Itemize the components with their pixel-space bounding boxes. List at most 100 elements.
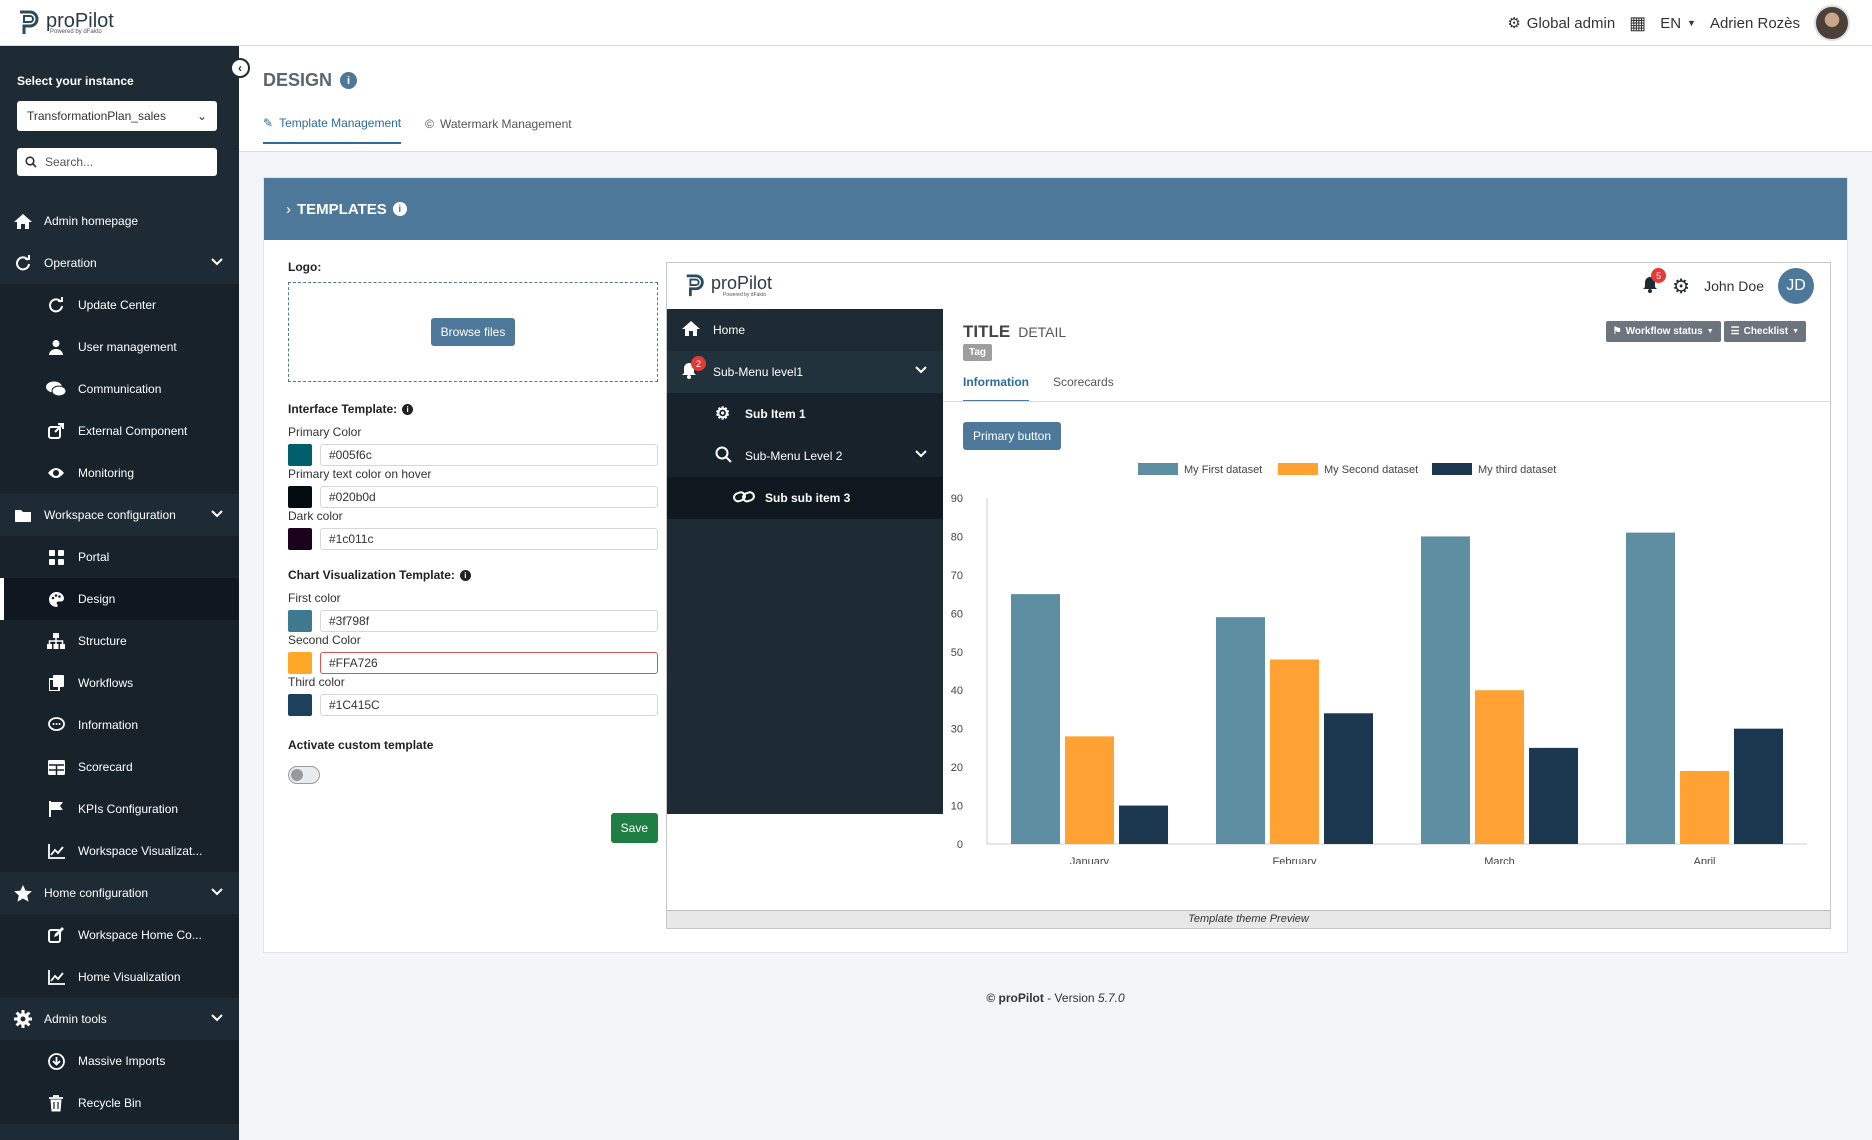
browse-files-button[interactable]: Browse files	[430, 318, 516, 346]
first-color-input[interactable]: #3f798f	[320, 610, 658, 632]
preview-tab-information[interactable]: Information	[963, 375, 1029, 402]
workflow-status-button[interactable]: ⚑ Workflow status ▼	[1605, 321, 1721, 342]
sidebar-item-label: Workspace Home Co...	[78, 928, 202, 942]
primary-color-swatch[interactable]	[288, 444, 312, 466]
brand-logo[interactable]: proPilot Powered by dFakto	[16, 8, 114, 38]
hover-color-input[interactable]: #020b0d	[320, 486, 658, 508]
table-icon	[46, 759, 66, 775]
dark-color-input[interactable]: #1c011c	[320, 528, 658, 550]
save-button[interactable]: Save	[610, 813, 658, 843]
language-selector[interactable]: EN ▼	[1660, 15, 1696, 32]
legend-swatch	[1278, 463, 1318, 475]
preview-avatar[interactable]: JD	[1778, 268, 1814, 304]
bar-my-second-dataset-april	[1680, 770, 1729, 844]
notification-bell[interactable]: 5	[1642, 268, 1667, 296]
instance-select[interactable]: TransformationPlan_sales ⌄	[17, 101, 217, 131]
primary-button[interactable]: Primary button	[963, 422, 1062, 450]
sidebar-item-scorecard[interactable]: Scorecard	[0, 746, 239, 788]
tab-template-management[interactable]: ✎ Template Management	[263, 116, 402, 144]
sidebar-item-label: Information	[78, 718, 139, 732]
menu-label: Sub Item 1	[745, 407, 806, 421]
sidebar-item-kpis-configuration[interactable]: KPIs Configuration	[0, 788, 239, 830]
sidebar-item-operation[interactable]: Operation	[0, 242, 239, 284]
sidebar-item-admin-tools[interactable]: Admin tools	[0, 998, 239, 1040]
second-color-input[interactable]: #FFA726	[320, 652, 658, 674]
user-name[interactable]: Adrien Rozès	[1709, 14, 1800, 32]
menu-badge: 2	[691, 356, 706, 371]
sidebar-item-workspace-configuration[interactable]: Workspace configuration	[0, 494, 239, 536]
sidebar-item-workflows[interactable]: Workflows	[0, 662, 239, 704]
template-preview: proPilot Powered by dFakto 5 ⚙ John Doe …	[666, 262, 1831, 929]
hover-color-swatch[interactable]	[288, 486, 312, 508]
footer: © proPilot - Version 5.7.0	[239, 991, 1872, 1005]
brand-name: proPilot	[46, 9, 114, 32]
sidebar-search[interactable]: Search...	[17, 148, 217, 176]
bar-my-first-dataset-april	[1626, 532, 1675, 844]
gear-icon	[12, 1010, 34, 1028]
preview-menu-subsub3[interactable]: Sub sub item 3	[667, 477, 943, 519]
third-color-swatch[interactable]	[288, 694, 312, 716]
search-input[interactable]: Search...	[45, 155, 94, 169]
sidebar-item-recycle-bin[interactable]: Recycle Bin	[0, 1082, 239, 1124]
preview-menu-sub1[interactable]: 2 Sub-Menu level1	[667, 351, 943, 393]
x-tick-label: February	[1272, 856, 1317, 864]
primary-color-input[interactable]: #005f6c	[320, 444, 658, 466]
first-color-swatch[interactable]	[288, 610, 312, 632]
sidebar-item-workspace-home-co[interactable]: Workspace Home Co...	[0, 914, 239, 956]
preview-menu-home[interactable]: Home	[667, 309, 943, 351]
sidebar-item-user-management[interactable]: User management	[0, 326, 239, 368]
info-icon[interactable]: i	[402, 403, 414, 415]
sidebar-item-external-component[interactable]: External Component	[0, 410, 239, 452]
flag-icon: ⚑	[1612, 326, 1622, 337]
chevron-right-icon: ›	[286, 200, 291, 218]
legend-swatch	[1138, 463, 1178, 475]
preview-tab-scorecards[interactable]: Scorecards	[1053, 375, 1114, 389]
sidebar-item-design[interactable]: Design	[0, 578, 239, 620]
sidebar-item-workspace-visualizat[interactable]: Workspace Visualizat...	[0, 830, 239, 872]
activate-template-toggle[interactable]	[288, 766, 320, 784]
preview-brand-sub: Powered by dFakto	[723, 292, 767, 298]
legend-label: My third dataset	[1478, 464, 1556, 476]
sidebar-item-home-visualization[interactable]: Home Visualization	[0, 956, 239, 998]
bar-my-third-dataset-february	[1324, 713, 1373, 844]
sidebar-item-admin-homepage[interactable]: Admin homepage	[0, 200, 239, 242]
preview-detail: DETAIL	[1018, 324, 1067, 340]
collapse-sidebar-icon[interactable]: ‹	[230, 58, 250, 78]
avatar[interactable]	[1814, 5, 1850, 41]
sidebar-item-information[interactable]: Information	[0, 704, 239, 746]
chevron-down-icon	[211, 885, 223, 899]
apps-grid-icon[interactable]: ▦	[1629, 12, 1647, 33]
third-color-input[interactable]: #1C415C	[320, 694, 658, 716]
info-icon[interactable]: i	[459, 569, 471, 581]
logo-dropzone[interactable]: Browse files	[288, 282, 658, 382]
preview-user[interactable]: John Doe	[1704, 278, 1764, 294]
brush-icon: ✎	[263, 116, 274, 130]
role-menu[interactable]: ⚙ Global admin	[1507, 14, 1615, 33]
second-color-swatch[interactable]	[288, 652, 312, 674]
chart-template-label: Chart Visualization Template: i	[288, 568, 658, 582]
sidebar-item-structure[interactable]: Structure	[0, 620, 239, 662]
sidebar-item-home-configuration[interactable]: Home configuration	[0, 872, 239, 914]
checklist-button[interactable]: ☰ Checklist ▼	[1723, 321, 1806, 342]
tab-watermark-management[interactable]: © Watermark Management	[425, 116, 571, 144]
templates-header[interactable]: › TEMPLATES i	[264, 178, 1847, 240]
home-icon	[681, 320, 703, 340]
sidebar-item-label: Structure	[78, 634, 127, 648]
external-icon	[46, 423, 66, 439]
legend-swatch	[1432, 463, 1472, 475]
sidebar-item-massive-imports[interactable]: Massive Imports	[0, 1040, 239, 1082]
preview-menu-subitem1[interactable]: ⚙ Sub Item 1	[667, 393, 943, 435]
info-icon[interactable]: i	[340, 72, 358, 89]
chart-line-icon	[46, 843, 66, 859]
sidebar-item-update-center[interactable]: Update Center	[0, 284, 239, 326]
sidebar-item-portal[interactable]: Portal	[0, 536, 239, 578]
info-icon[interactable]: i	[392, 202, 407, 216]
legend-label: My First dataset	[1184, 464, 1262, 476]
preview-menu-sub2[interactable]: Sub-Menu Level 2	[667, 435, 943, 477]
sidebar-item-label: Workspace configuration	[44, 508, 176, 522]
sidebar-item-monitoring[interactable]: Monitoring	[0, 452, 239, 494]
gear-icon[interactable]: ⚙	[1672, 275, 1691, 298]
sidebar-item-communication[interactable]: Communication	[0, 368, 239, 410]
dark-color-swatch[interactable]	[288, 528, 312, 550]
sidebar-item-label: Communication	[78, 382, 162, 396]
